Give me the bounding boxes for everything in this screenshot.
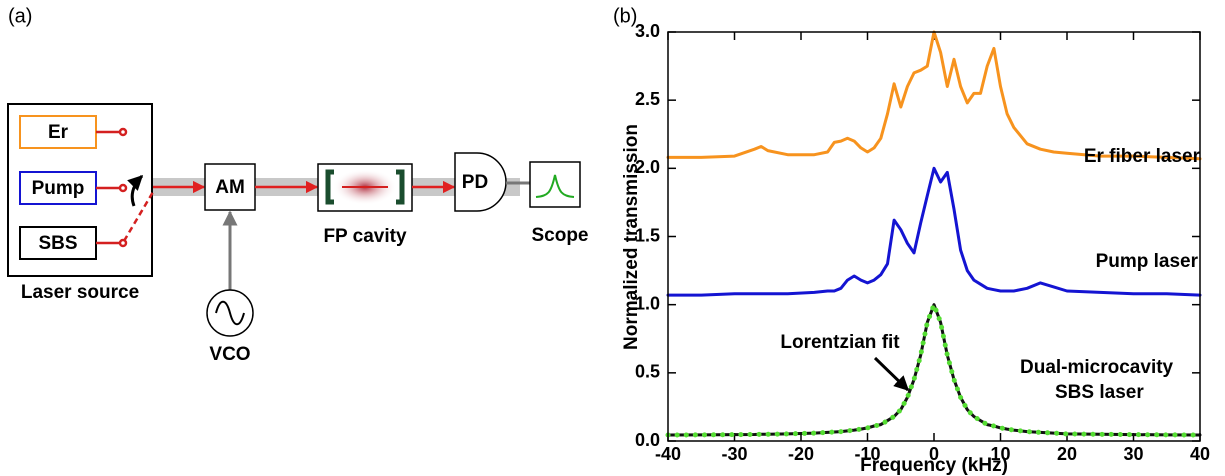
y-tick-label: 2.0 xyxy=(635,157,660,177)
series-line xyxy=(665,302,1203,438)
series-label: Dual-microcavity xyxy=(1020,357,1174,378)
vco-label: VCO xyxy=(209,344,250,365)
y-tick-label: 3.0 xyxy=(635,21,660,41)
series-label: Er fiber laser xyxy=(1084,146,1201,167)
am-box xyxy=(204,163,256,211)
x-tick-label: 20 xyxy=(1057,444,1077,464)
x-tick-label: 10 xyxy=(990,444,1010,464)
mirrors xyxy=(325,169,405,205)
x-tick-label: -20 xyxy=(788,444,814,464)
am-label: AM xyxy=(215,177,245,198)
y-tick-label: 1.5 xyxy=(635,225,660,245)
panel-label: (b) xyxy=(613,5,637,27)
source-label: Er xyxy=(48,122,69,143)
y-tick-label: 2.5 xyxy=(635,89,660,109)
x-axis-label: Frequency (kHz) xyxy=(860,455,1008,476)
scope-trace xyxy=(535,174,575,198)
switch-arrow xyxy=(127,174,144,207)
x-tick-label: -10 xyxy=(854,444,880,464)
panel-label: (a) xyxy=(8,5,32,27)
series-line xyxy=(666,30,1202,161)
sbs-box xyxy=(19,226,97,260)
source-label: SBS xyxy=(38,233,77,254)
series-label: SBS laser xyxy=(1055,382,1144,403)
scope-box xyxy=(529,161,581,208)
source-label: Pump xyxy=(32,178,85,199)
scope-label: Scope xyxy=(531,225,588,246)
annotation-arrow xyxy=(873,356,910,392)
x-tick-label: 40 xyxy=(1190,444,1210,464)
x-tick-label: 30 xyxy=(1123,444,1143,464)
x-tick-label: 0 xyxy=(929,444,939,464)
sine-icon xyxy=(215,300,245,326)
cavity-label: FP cavity xyxy=(323,226,407,247)
box-label: Laser source xyxy=(21,282,139,303)
laser-source-box xyxy=(7,103,153,277)
er-box xyxy=(19,115,97,149)
y-tick-label: 0.0 xyxy=(635,430,660,450)
pump-box xyxy=(19,171,97,205)
pd-label: PD xyxy=(462,172,488,193)
series-line xyxy=(666,166,1202,297)
x-tick-label: -30 xyxy=(721,444,747,464)
pd-shape xyxy=(454,152,507,212)
series-label: Lorentzian fit xyxy=(780,332,900,353)
x-tick-label: -40 xyxy=(655,444,681,464)
plot-frame xyxy=(667,31,1201,442)
y-axis-label: Normalized transmission xyxy=(621,124,642,350)
series-label: Pump laser xyxy=(1096,251,1199,272)
y-tick-label: 0.5 xyxy=(635,362,660,382)
source-leads xyxy=(96,127,155,248)
plot: 0.0 0.5 1.0 1.5 2.0 2.5 3.0 -40 -30 -20 -10 0 10 20 30… xyxy=(635,21,1210,464)
y-tick-label: 1.0 xyxy=(635,293,660,313)
